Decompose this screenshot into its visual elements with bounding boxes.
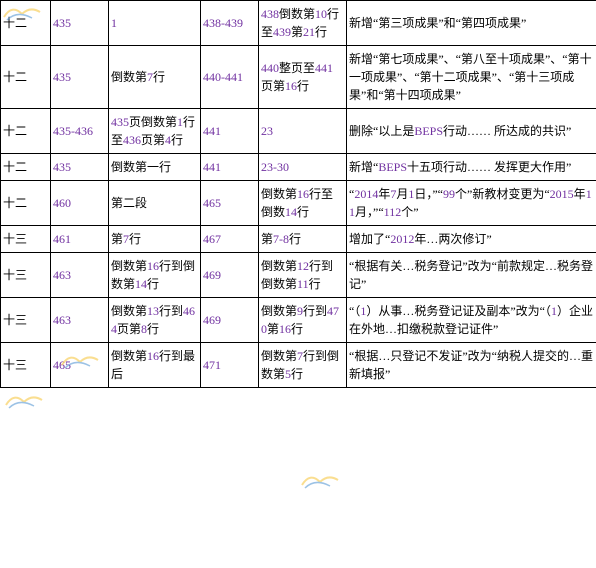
new-page-cell: 440-441 xyxy=(201,46,259,109)
old-line-cell: 第7行 xyxy=(109,226,201,253)
new-line-cell: 440整页至441页第16行 xyxy=(259,46,347,109)
errata-table: 十二4351438-439438倒数第10行至439第21行新增“第三项成果”和… xyxy=(0,0,596,388)
new-page-cell: 467 xyxy=(201,226,259,253)
decoration-icon xyxy=(4,390,44,410)
table-row: 十三465倒数第16行到最后471倒数第7行到倒数第5行“根据…只登记不发证”改… xyxy=(1,343,596,388)
change-desc-cell: “根据…只登记不发证”改为“纳税人提交的…重新填报” xyxy=(347,343,596,388)
change-desc-cell: “（1）从事…税务登记证及副本”改为“（1）企业在外地…扣缴税款登记证件” xyxy=(347,298,596,343)
table-row: 十二460第二段465倒数第16行至倒数14行“2014年7月1日，”“99个”… xyxy=(1,181,596,226)
chapter-cell: 十二 xyxy=(1,109,51,154)
chapter-cell: 十二 xyxy=(1,1,51,46)
new-line-cell: 438倒数第10行至439第21行 xyxy=(259,1,347,46)
old-line-cell: 倒数第一行 xyxy=(109,154,201,181)
new-page-cell: 441 xyxy=(201,109,259,154)
change-desc-cell: 新增“第三项成果”和“第四项成果” xyxy=(347,1,596,46)
old-page-cell: 435 xyxy=(51,1,109,46)
old-line-cell: 倒数第16行到最后 xyxy=(109,343,201,388)
new-line-cell: 倒数第16行至倒数14行 xyxy=(259,181,347,226)
chapter-cell: 十二 xyxy=(1,46,51,109)
old-page-cell: 463 xyxy=(51,298,109,343)
table-row: 十二435倒数第一行44123-30新增“BEPS十五项行动…… 发挥更大作用” xyxy=(1,154,596,181)
chapter-cell: 十二 xyxy=(1,154,51,181)
chapter-cell: 十三 xyxy=(1,298,51,343)
new-line-cell: 第7-8行 xyxy=(259,226,347,253)
new-line-cell: 倒数第7行到倒数第5行 xyxy=(259,343,347,388)
change-desc-cell: “根据有关…税务登记”改为“前款规定…税务登记” xyxy=(347,253,596,298)
new-page-cell: 469 xyxy=(201,298,259,343)
old-page-cell: 435-436 xyxy=(51,109,109,154)
old-line-cell: 倒数第16行到倒数第14行 xyxy=(109,253,201,298)
change-desc-cell: 新增“第七项成果”、“第八至十项成果”、“第十一项成果”、“第十二项成果”、“第… xyxy=(347,46,596,109)
old-line-cell: 435页倒数第1行至436页第4行 xyxy=(109,109,201,154)
change-desc-cell: “2014年7月1日，”“99个”新教材变更为“2015年11月，”“112个” xyxy=(347,181,596,226)
table-row: 十三463倒数第13行到464页第8行469倒数第9行到470第16行“（1）从… xyxy=(1,298,596,343)
old-page-cell: 460 xyxy=(51,181,109,226)
chapter-cell: 十二 xyxy=(1,181,51,226)
old-page-cell: 435 xyxy=(51,46,109,109)
old-line-cell: 1 xyxy=(109,1,201,46)
new-page-cell: 465 xyxy=(201,181,259,226)
decoration-icon xyxy=(300,470,340,490)
new-page-cell: 441 xyxy=(201,154,259,181)
chapter-cell: 十三 xyxy=(1,253,51,298)
table-row: 十二435倒数第7行440-441440整页至441页第16行新增“第七项成果”… xyxy=(1,46,596,109)
table-row: 十二4351438-439438倒数第10行至439第21行新增“第三项成果”和… xyxy=(1,1,596,46)
new-page-cell: 438-439 xyxy=(201,1,259,46)
old-page-cell: 465 xyxy=(51,343,109,388)
old-page-cell: 461 xyxy=(51,226,109,253)
table-row: 十三463倒数第16行到倒数第14行469倒数第12行到倒数第11行“根据有关…… xyxy=(1,253,596,298)
old-page-cell: 463 xyxy=(51,253,109,298)
change-desc-cell: 新增“BEPS十五项行动…… 发挥更大作用” xyxy=(347,154,596,181)
chapter-cell: 十三 xyxy=(1,226,51,253)
change-desc-cell: 增加了“2012年…两次修订” xyxy=(347,226,596,253)
old-page-cell: 435 xyxy=(51,154,109,181)
old-line-cell: 倒数第13行到464页第8行 xyxy=(109,298,201,343)
new-line-cell: 23-30 xyxy=(259,154,347,181)
table-row: 十三461第7行467第7-8行增加了“2012年…两次修订” xyxy=(1,226,596,253)
old-line-cell: 第二段 xyxy=(109,181,201,226)
new-page-cell: 471 xyxy=(201,343,259,388)
new-page-cell: 469 xyxy=(201,253,259,298)
change-desc-cell: 删除“以上是BEPS行动…… 所达成的共识” xyxy=(347,109,596,154)
new-line-cell: 23 xyxy=(259,109,347,154)
old-line-cell: 倒数第7行 xyxy=(109,46,201,109)
new-line-cell: 倒数第12行到倒数第11行 xyxy=(259,253,347,298)
new-line-cell: 倒数第9行到470第16行 xyxy=(259,298,347,343)
chapter-cell: 十三 xyxy=(1,343,51,388)
table-row: 十二435-436435页倒数第1行至436页第4行44123删除“以上是BEP… xyxy=(1,109,596,154)
